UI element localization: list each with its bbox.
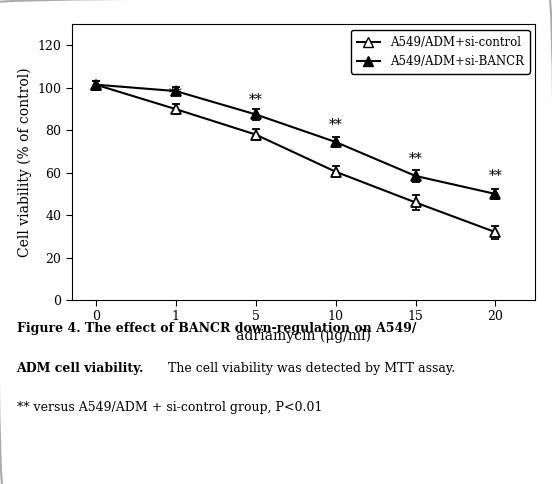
Text: ADM cell viability.: ADM cell viability. — [17, 362, 144, 375]
Y-axis label: Cell viability (% of control): Cell viability (% of control) — [18, 67, 32, 257]
X-axis label: adriamycin (μg/ml): adriamycin (μg/ml) — [236, 329, 371, 344]
Text: **: ** — [408, 152, 422, 166]
Text: Figure 4. The effect of BANCR down-regulation on A549/: Figure 4. The effect of BANCR down-regul… — [17, 322, 416, 335]
Legend: A549/ADM+si-control, A549/ADM+si-BANCR: A549/ADM+si-control, A549/ADM+si-BANCR — [351, 30, 529, 74]
Text: The cell viability was detected by MTT assay.: The cell viability was detected by MTT a… — [164, 362, 456, 375]
Text: **: ** — [328, 119, 342, 133]
Text: **: ** — [489, 169, 502, 183]
Text: **: ** — [169, 87, 183, 101]
Text: ** versus A549/ADM + si-control group, P<0.01: ** versus A549/ADM + si-control group, P… — [17, 401, 322, 414]
Text: **: ** — [249, 93, 263, 107]
